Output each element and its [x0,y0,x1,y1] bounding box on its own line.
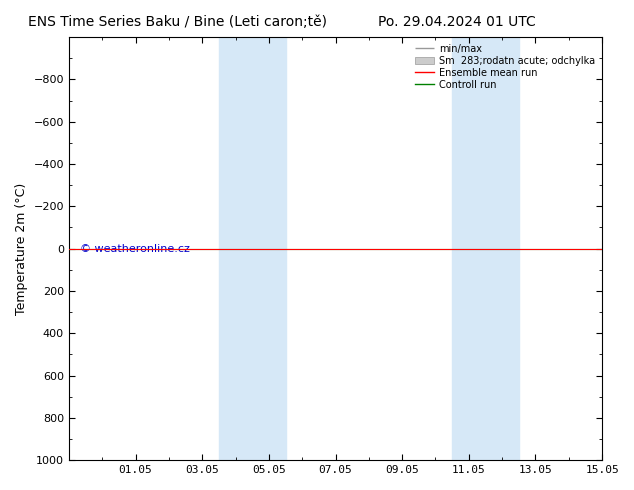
Y-axis label: Temperature 2m (°C): Temperature 2m (°C) [15,182,28,315]
Text: Po. 29.04.2024 01 UTC: Po. 29.04.2024 01 UTC [378,15,535,29]
Text: ENS Time Series Baku / Bine (Leti caron;tě): ENS Time Series Baku / Bine (Leti caron;… [28,15,327,29]
Bar [252,37,285,460]
Bar [452,37,486,460]
Text: © weatheronline.cz: © weatheronline.cz [80,244,190,254]
Bar [486,37,519,460]
Bar [219,37,252,460]
Legend: min/max, Sm  283;rodatn acute; odchylka, Ensemble mean run, Controll run: min/max, Sm 283;rodatn acute; odchylka, … [411,40,599,94]
